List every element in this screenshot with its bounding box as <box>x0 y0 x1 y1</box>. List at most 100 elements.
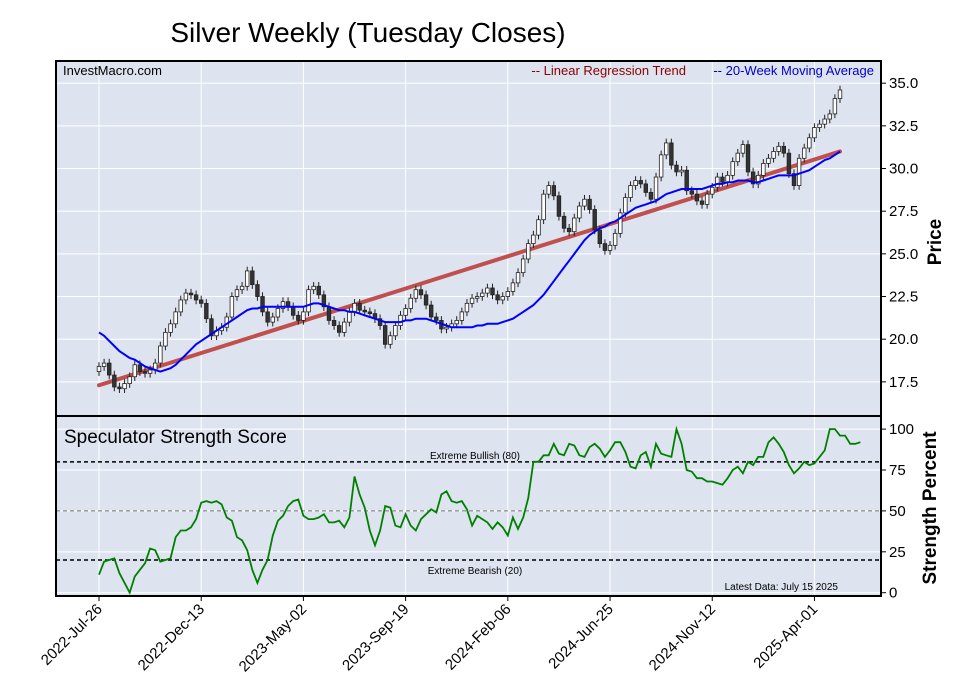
candle-body <box>382 325 388 345</box>
date-axis: 2022-Jul-26 2022-Dec-13 2023-May-02 2023-Se… <box>38 596 821 675</box>
legend-trend: -- Linear Regression Trend <box>531 63 686 78</box>
x-tick-label: 2023-Sep-19 <box>339 601 412 674</box>
candle-body <box>612 232 618 246</box>
candle-body <box>403 308 408 316</box>
candle-body <box>623 197 628 214</box>
candle-body <box>265 311 270 323</box>
candle-body <box>689 190 694 195</box>
candle-body <box>112 374 117 388</box>
candle-body <box>193 294 199 301</box>
x-tick-label: 2024-Feb-06 <box>442 601 515 674</box>
candle-body <box>735 152 740 163</box>
candle-body <box>602 243 608 251</box>
candlestick-layer <box>96 85 843 393</box>
candle-body <box>807 137 812 149</box>
candle-body <box>336 325 342 333</box>
candle-body <box>520 258 526 274</box>
candle-body <box>388 335 393 345</box>
candle-body <box>229 296 235 318</box>
candle-body <box>658 154 664 178</box>
candle-body <box>648 192 654 200</box>
candle-body <box>740 144 746 154</box>
candle-body <box>766 157 771 164</box>
candle-body <box>653 176 659 200</box>
strength-axis-label: Strength Percent <box>920 431 941 585</box>
candle-body <box>204 302 209 320</box>
candle-body <box>643 183 649 193</box>
candle-body <box>469 297 475 304</box>
candle-body <box>750 171 756 185</box>
price-tick-label: 30.0 <box>889 161 918 178</box>
candle-body <box>720 176 725 183</box>
candle-body <box>352 302 357 313</box>
candle-body <box>633 180 638 186</box>
candle-body <box>199 299 204 304</box>
candle-body <box>377 318 383 326</box>
candle-body <box>745 144 751 173</box>
candle-body <box>418 289 424 296</box>
candle-body <box>158 345 163 364</box>
strength-score-line <box>98 425 861 596</box>
candle-body <box>188 292 194 296</box>
candle-body <box>674 164 679 173</box>
candle-body <box>812 127 817 139</box>
candle-body <box>480 292 485 297</box>
price-tick-label: 20.0 <box>889 331 918 348</box>
extreme-bullish-label: Extreme Bullish (80) <box>430 451 520 462</box>
source-label: InvestMacro.com <box>63 63 162 78</box>
candle-body <box>715 176 720 188</box>
price-axis: 17.5 20.0 22.5 25.0 27.5 30.0 32.5 35.0 <box>881 75 918 391</box>
candle-body <box>730 161 735 176</box>
candle-body <box>669 142 674 166</box>
candle-body <box>434 316 439 321</box>
candle-body <box>495 294 500 301</box>
strength-panel-frame <box>55 415 882 597</box>
candle-body <box>107 362 112 376</box>
candle-body <box>321 294 327 308</box>
price-tick-label: 35.0 <box>889 75 918 92</box>
candle-body <box>577 205 582 219</box>
candle-body <box>827 113 832 120</box>
candle-body <box>183 292 189 301</box>
candle-body <box>444 326 449 330</box>
candle-body <box>142 371 148 374</box>
candle-body <box>117 386 122 390</box>
candle-body <box>500 296 505 301</box>
candle-body <box>638 180 643 185</box>
candle-body <box>347 311 352 323</box>
chart-title: Silver Weekly (Tuesday Closes) <box>170 17 565 48</box>
candle-body <box>515 272 521 284</box>
candle-body <box>459 311 465 321</box>
strength-tick-label: 25 <box>889 544 906 561</box>
price-panel-gridlines <box>56 61 881 416</box>
strength-tick-label: 0 <box>889 585 897 602</box>
candle-body <box>357 302 362 311</box>
candle-body <box>817 123 822 128</box>
candle-body <box>710 186 715 195</box>
candle-body <box>761 163 766 176</box>
candle-body <box>275 308 281 318</box>
legend-moving-average: -- 20-Week Moving Average <box>713 63 874 78</box>
regression-trend-line <box>97 149 842 388</box>
strength-tick-label: 75 <box>889 462 906 479</box>
candle-body <box>490 287 495 296</box>
candle-body <box>280 301 286 309</box>
x-tick-label: 2023-May-02 <box>236 601 311 676</box>
candle-body <box>566 227 572 233</box>
candle-body <box>234 289 240 297</box>
price-tick-label: 22.5 <box>889 289 918 306</box>
candle-body <box>704 193 710 205</box>
candle-body <box>132 364 137 378</box>
candle-body <box>408 297 413 309</box>
candle-body <box>127 376 132 384</box>
candle-body <box>296 314 301 321</box>
strength-reference-lines: Extreme Bullish (80) Extreme Bearish (20) <box>56 451 881 577</box>
candle-body <box>393 325 398 337</box>
candle-body <box>582 198 587 207</box>
candle-body <box>572 217 577 233</box>
price-tick-label: 27.5 <box>889 203 918 220</box>
candle-body <box>551 185 557 197</box>
x-tick-label: 2025-Apr-01 <box>750 601 821 672</box>
strength-tick-label: 100 <box>889 421 914 438</box>
candle-body <box>510 282 516 292</box>
